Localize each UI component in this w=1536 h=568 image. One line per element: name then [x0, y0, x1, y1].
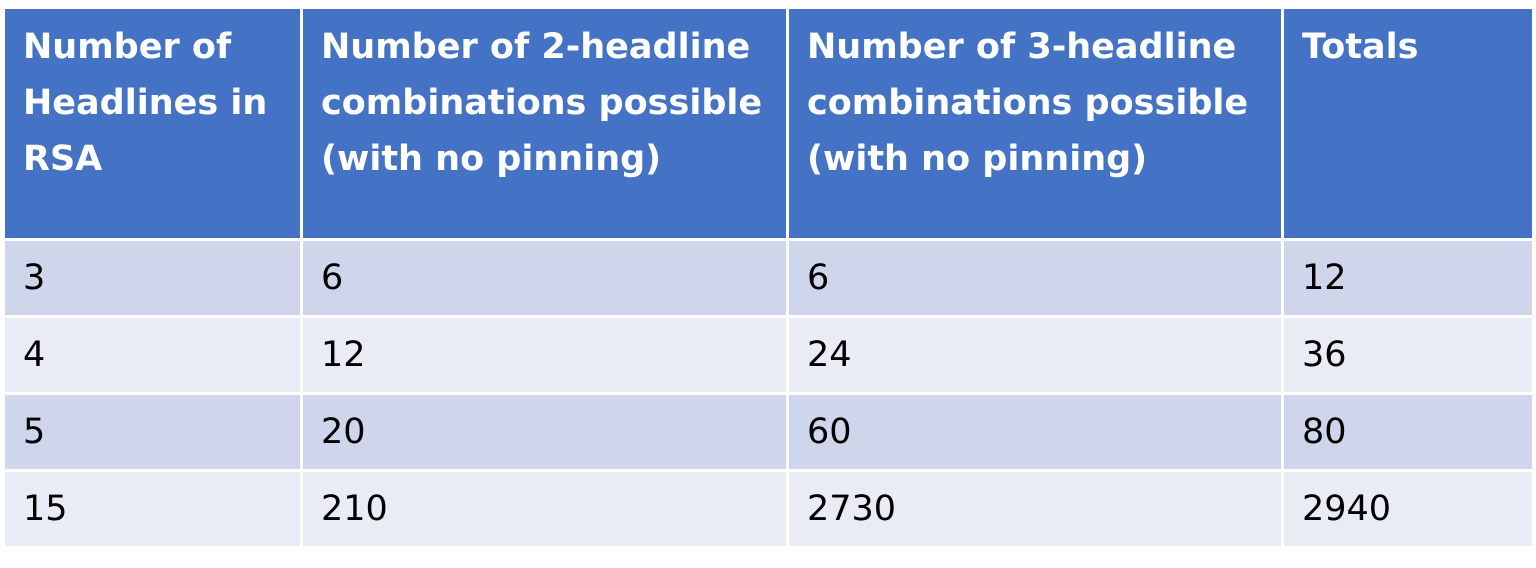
cell-headlines: 15 — [2, 469, 303, 549]
header-2-headline-combinations: Number of 2-headline combinations possib… — [300, 6, 789, 241]
cell-2-headline: 210 — [300, 469, 789, 549]
table-row: 4 12 24 36 — [2, 315, 1535, 395]
cell-headlines: 4 — [2, 315, 303, 395]
combinations-table-container: Number of Headlines in RSA Number of 2-h… — [2, 6, 1535, 549]
cell-total: 12 — [1281, 238, 1535, 318]
table-row: 5 20 60 80 — [2, 392, 1535, 472]
cell-2-headline: 6 — [300, 238, 789, 318]
header-3-headline-combinations: Number of 3-headline combinations possib… — [786, 6, 1284, 241]
cell-3-headline: 60 — [786, 392, 1284, 472]
cell-total: 2940 — [1281, 469, 1535, 549]
cell-3-headline: 2730 — [786, 469, 1284, 549]
table-row: 15 210 2730 2940 — [2, 469, 1535, 549]
combinations-table: Number of Headlines in RSA Number of 2-h… — [2, 6, 1535, 549]
cell-3-headline: 24 — [786, 315, 1284, 395]
cell-headlines: 5 — [2, 392, 303, 472]
cell-3-headline: 6 — [786, 238, 1284, 318]
cell-headlines: 3 — [2, 238, 303, 318]
header-row: Number of Headlines in RSA Number of 2-h… — [2, 6, 1535, 241]
cell-2-headline: 20 — [300, 392, 789, 472]
cell-2-headline: 12 — [300, 315, 789, 395]
table-body: 3 6 6 12 4 12 24 36 5 20 60 80 15 210 27… — [2, 238, 1535, 549]
cell-total: 36 — [1281, 315, 1535, 395]
header-headlines-in-rsa: Number of Headlines in RSA — [2, 6, 303, 241]
table-header: Number of Headlines in RSA Number of 2-h… — [2, 6, 1535, 241]
table-row: 3 6 6 12 — [2, 238, 1535, 318]
cell-total: 80 — [1281, 392, 1535, 472]
header-totals: Totals — [1281, 6, 1535, 241]
